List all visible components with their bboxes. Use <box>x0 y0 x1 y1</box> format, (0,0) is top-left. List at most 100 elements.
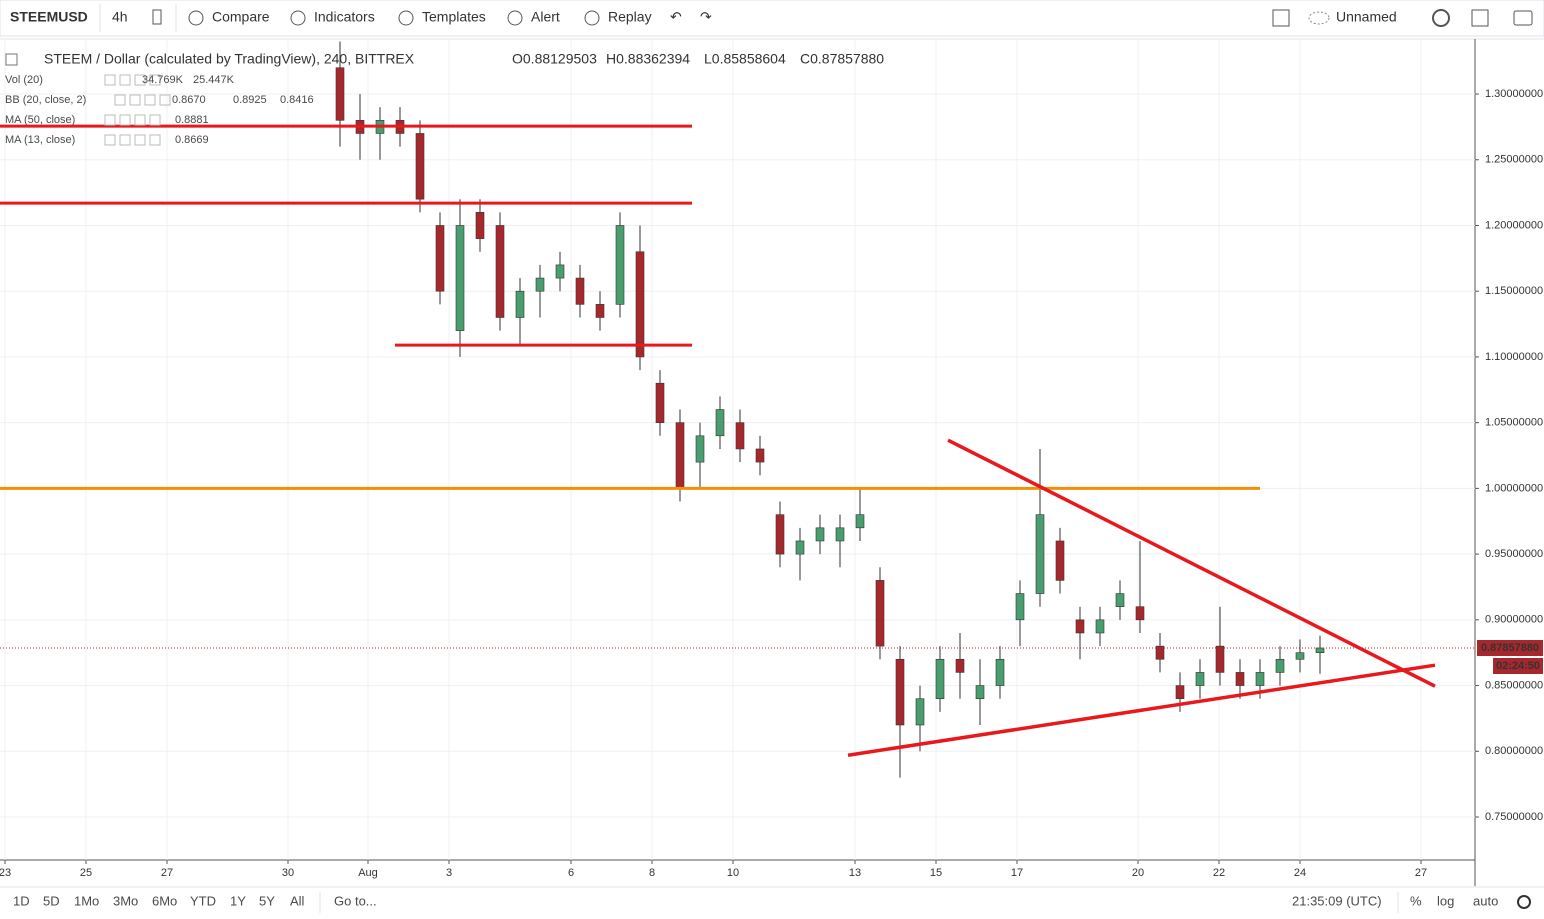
y-tick-label: 0.75000000 <box>1485 811 1543 823</box>
x-tick-label: 3 <box>446 867 452 879</box>
indicator-name: Vol (20) <box>5 74 43 86</box>
y-tick-label: 0.90000000 <box>1485 614 1543 626</box>
candle-body <box>1015 593 1025 621</box>
candle-body <box>415 133 425 200</box>
toolbar-button[interactable]: Replay <box>608 9 652 25</box>
x-tick-label: 27 <box>1415 867 1427 879</box>
indicator-control[interactable] <box>129 94 141 106</box>
interval[interactable]: 4h <box>112 9 128 25</box>
scale-option[interactable]: % <box>1410 893 1422 908</box>
candle-body <box>1055 540 1065 581</box>
toolbar-button[interactable]: Templates <box>422 9 486 25</box>
indicator-control[interactable] <box>104 114 116 126</box>
indicator-name: BB (20, close, 2) <box>5 94 86 106</box>
price-tag <box>1477 639 1543 656</box>
candle-body <box>675 422 685 489</box>
y-tick-label: 1.20000000 <box>1485 219 1543 231</box>
ohlc-value: L0.85858604 <box>704 51 786 67</box>
range-button[interactable]: 1D <box>13 893 30 908</box>
indicator-name: MA (50, close) <box>5 114 75 126</box>
indicator-control[interactable] <box>134 74 146 86</box>
clock: 21:35:09 (UTC) <box>1292 893 1382 908</box>
candle-body <box>895 658 905 726</box>
symbol[interactable]: STEEMUSD <box>10 9 88 25</box>
indicator-control[interactable] <box>159 94 171 106</box>
redo[interactable]: ↷ <box>700 9 712 25</box>
candle-body <box>1075 619 1085 634</box>
price-tag-label: 0.87857880 <box>1481 642 1539 654</box>
goto-button[interactable]: Go to... <box>334 893 377 908</box>
triangle-upper <box>947 438 1436 688</box>
indicator-value: 0.8881 <box>175 114 209 126</box>
range-button[interactable]: 6Mo <box>152 893 177 908</box>
collapse-icon[interactable] <box>5 53 18 66</box>
indicator-control[interactable] <box>119 74 131 86</box>
x-tick-label: 22 <box>1213 867 1225 879</box>
ohlc-value: C0.87857880 <box>800 51 884 67</box>
indicator-control[interactable] <box>104 134 116 146</box>
indicator-control[interactable] <box>149 114 161 126</box>
y-tick-label: 1.00000000 <box>1485 482 1543 494</box>
candle-body <box>755 448 765 463</box>
candle-body <box>1095 619 1105 634</box>
ohlc-value: H0.88362394 <box>606 51 690 67</box>
candle-body <box>635 251 645 358</box>
candle-body <box>855 514 865 529</box>
scale-option[interactable]: auto <box>1473 893 1498 908</box>
range-button[interactable]: 1Y <box>230 893 246 908</box>
range-button[interactable]: All <box>290 893 305 908</box>
x-tick-label: 20 <box>1132 867 1144 879</box>
scale-option[interactable]: log <box>1437 893 1454 908</box>
indicator-control[interactable] <box>149 74 161 86</box>
candle-body <box>975 685 985 700</box>
toolbar-button[interactable]: Alert <box>531 9 560 25</box>
candle-body <box>1155 645 1165 660</box>
settings-icon[interactable] <box>1432 9 1450 27</box>
indicator-control[interactable] <box>144 94 156 106</box>
button-icon <box>398 10 414 26</box>
series-title: STEEM / Dollar (calculated by TradingVie… <box>44 51 415 67</box>
undo[interactable]: ↶ <box>670 9 682 25</box>
fullscreen-icon[interactable] <box>1471 9 1489 27</box>
plot-area: 1.30000000 1.25000000 1.20000000 1.15000000… <box>0 40 1543 879</box>
countdown-tag <box>1493 657 1543 674</box>
candle-body <box>715 409 725 437</box>
x-tick-label: 10 <box>727 867 739 879</box>
indicator-control[interactable] <box>134 114 146 126</box>
settings-icon[interactable] <box>1517 895 1531 909</box>
toolbar-button[interactable]: Compare <box>212 9 270 25</box>
checkbox[interactable] <box>1272 9 1290 27</box>
indicator-value: 0.8416 <box>280 94 314 106</box>
button-icon <box>507 10 523 26</box>
x-tick-label: 17 <box>1011 867 1023 879</box>
indicator-control[interactable] <box>104 74 116 86</box>
candle-body <box>915 698 925 726</box>
y-tick-label: 1.05000000 <box>1485 417 1543 429</box>
toolbar-button[interactable]: Indicators <box>314 9 375 25</box>
range-button[interactable]: 5Y <box>259 893 275 908</box>
snapshot-icon[interactable] <box>1513 10 1533 26</box>
candle-body <box>535 277 545 292</box>
layout-name[interactable]: Unnamed <box>1336 9 1397 25</box>
indicator-control[interactable] <box>134 134 146 146</box>
candle-body <box>435 225 445 292</box>
indicator-control[interactable] <box>149 134 161 146</box>
indicator-control[interactable] <box>119 114 131 126</box>
range-button[interactable]: YTD <box>190 893 216 908</box>
button-icon <box>188 10 204 26</box>
toolbar-items: STEEMUSD 4h Compare Indicators Templates Aler… <box>10 4 1533 32</box>
indicator-control[interactable] <box>114 94 126 106</box>
candle-icon[interactable] <box>152 9 162 25</box>
indicator-value: 34.769K <box>142 74 184 86</box>
range-button[interactable]: 5D <box>43 893 60 908</box>
candle-body <box>795 540 805 555</box>
range-button[interactable]: 3Mo <box>113 893 138 908</box>
candle-body <box>835 527 845 542</box>
candle-body <box>1175 685 1185 700</box>
x-tick-label: 6 <box>568 867 574 879</box>
indicator-value: 0.8925 <box>233 94 267 106</box>
range-button[interactable]: 1Mo <box>74 893 99 908</box>
y-tick-label: 0.85000000 <box>1485 679 1543 691</box>
candle-body <box>1255 672 1265 686</box>
indicator-control[interactable] <box>119 134 131 146</box>
